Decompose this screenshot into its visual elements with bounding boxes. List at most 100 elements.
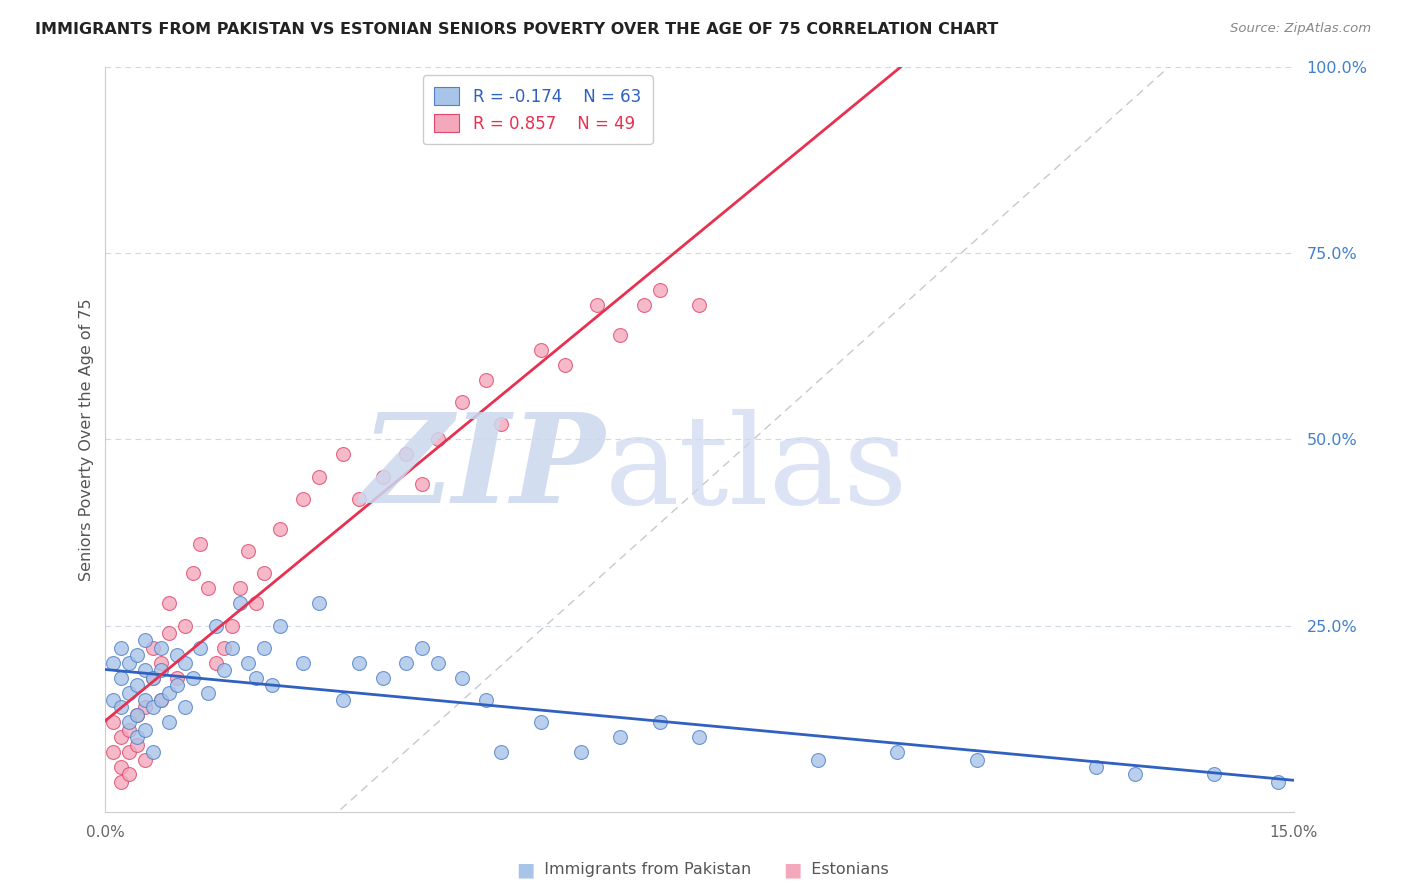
- Text: atlas: atlas: [605, 409, 908, 530]
- Legend: R = -0.174    N = 63, R = 0.857    N = 49: R = -0.174 N = 63, R = 0.857 N = 49: [423, 75, 652, 145]
- Point: [229, 596, 252, 610]
- Point: [308, 469, 330, 483]
- Point: [966, 753, 988, 767]
- Point: [118, 656, 141, 670]
- Text: IMMIGRANTS FROM PAKISTAN VS ESTONIAN SENIORS POVERTY OVER THE AGE OF 75 CORRELAT: IMMIGRANTS FROM PAKISTAN VS ESTONIAN SEN…: [35, 22, 998, 37]
- Point: [166, 678, 188, 692]
- Point: [214, 663, 236, 677]
- Point: [134, 693, 156, 707]
- Point: [181, 671, 204, 685]
- Point: [474, 373, 496, 387]
- Point: [530, 343, 553, 357]
- Point: [110, 671, 132, 685]
- Point: [1084, 760, 1107, 774]
- Point: [205, 618, 228, 632]
- Point: [332, 447, 354, 461]
- Point: [142, 745, 165, 759]
- Point: [411, 477, 433, 491]
- Point: [157, 626, 180, 640]
- Point: [236, 656, 259, 670]
- Y-axis label: Seniors Poverty Over the Age of 75: Seniors Poverty Over the Age of 75: [79, 298, 94, 581]
- Point: [127, 678, 149, 692]
- Point: [807, 753, 830, 767]
- Point: [395, 447, 418, 461]
- Point: [260, 678, 283, 692]
- Point: [181, 566, 204, 581]
- Point: [648, 715, 671, 730]
- Point: [886, 745, 908, 759]
- Point: [253, 566, 276, 581]
- Point: [214, 640, 236, 655]
- Point: [530, 715, 553, 730]
- Point: [491, 417, 513, 432]
- Point: [134, 633, 156, 648]
- Point: [103, 745, 125, 759]
- Point: [173, 700, 195, 714]
- Point: [190, 640, 212, 655]
- Point: [110, 760, 132, 774]
- Point: [347, 491, 370, 506]
- Point: [127, 730, 149, 744]
- Point: [197, 685, 219, 699]
- Text: ■: ■: [783, 860, 801, 880]
- Point: [103, 656, 125, 670]
- Point: [292, 491, 315, 506]
- Point: [127, 738, 149, 752]
- Point: [1204, 767, 1226, 781]
- Point: [450, 395, 472, 409]
- Point: [371, 671, 394, 685]
- Point: [149, 663, 172, 677]
- Point: [173, 656, 195, 670]
- Point: [142, 671, 165, 685]
- Point: [205, 656, 228, 670]
- Point: [633, 298, 655, 312]
- Point: [118, 745, 141, 759]
- Point: [292, 656, 315, 670]
- Point: [648, 284, 671, 298]
- Point: [689, 298, 711, 312]
- Point: [411, 640, 433, 655]
- Point: [142, 700, 165, 714]
- Point: [118, 685, 141, 699]
- Point: [134, 663, 156, 677]
- Point: [491, 745, 513, 759]
- Point: [427, 656, 450, 670]
- Point: [110, 700, 132, 714]
- Point: [585, 298, 607, 312]
- Point: [554, 358, 576, 372]
- Point: [395, 656, 418, 670]
- Point: [134, 700, 156, 714]
- Point: [236, 544, 259, 558]
- Point: [245, 596, 267, 610]
- Point: [569, 745, 592, 759]
- Point: [166, 648, 188, 663]
- Point: [1267, 775, 1289, 789]
- Point: [149, 693, 172, 707]
- Point: [142, 671, 165, 685]
- Point: [110, 775, 132, 789]
- Point: [332, 693, 354, 707]
- Text: Estonians: Estonians: [801, 863, 889, 877]
- Point: [118, 723, 141, 737]
- Point: [127, 648, 149, 663]
- Point: [347, 656, 370, 670]
- Text: Immigrants from Pakistan: Immigrants from Pakistan: [534, 863, 752, 877]
- Point: [474, 693, 496, 707]
- Point: [149, 693, 172, 707]
- Point: [110, 640, 132, 655]
- Point: [157, 685, 180, 699]
- Text: ■: ■: [516, 860, 534, 880]
- Point: [269, 618, 291, 632]
- Point: [173, 618, 195, 632]
- Text: ZIP: ZIP: [361, 409, 605, 530]
- Point: [103, 693, 125, 707]
- Text: Source: ZipAtlas.com: Source: ZipAtlas.com: [1230, 22, 1371, 36]
- Point: [149, 656, 172, 670]
- Point: [142, 640, 165, 655]
- Point: [269, 522, 291, 536]
- Point: [134, 723, 156, 737]
- Point: [689, 730, 711, 744]
- Point: [609, 328, 631, 343]
- Point: [427, 433, 450, 447]
- Point: [1123, 767, 1146, 781]
